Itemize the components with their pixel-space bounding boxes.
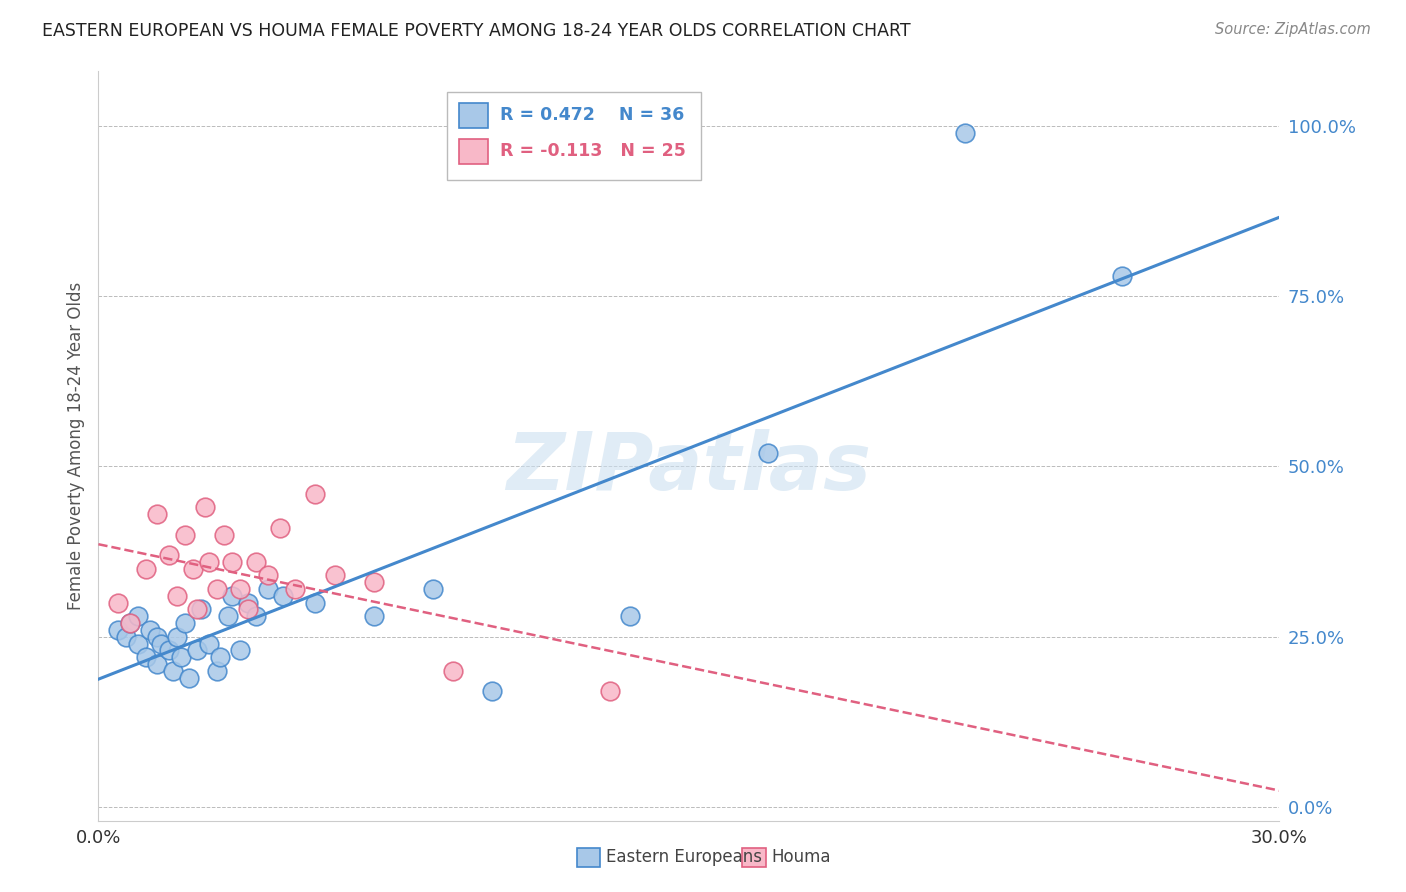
Bar <box>458 103 488 128</box>
Point <box>304 596 326 610</box>
Point <box>135 561 157 575</box>
Point <box>150 636 173 650</box>
Point <box>1111 268 1133 283</box>
Point <box>217 609 239 624</box>
FancyBboxPatch shape <box>447 92 700 180</box>
Y-axis label: Female Poverty Among 18-24 Year Olds: Female Poverty Among 18-24 Year Olds <box>66 282 84 610</box>
Point <box>127 609 149 624</box>
Point <box>194 500 217 515</box>
Point <box>245 609 267 624</box>
Point <box>245 555 267 569</box>
Point <box>236 596 259 610</box>
Text: Source: ZipAtlas.com: Source: ZipAtlas.com <box>1215 22 1371 37</box>
Point <box>205 582 228 596</box>
Point <box>229 582 252 596</box>
Point <box>236 602 259 616</box>
Point <box>323 568 346 582</box>
Point <box>304 486 326 500</box>
Point <box>256 568 278 582</box>
Point <box>221 589 243 603</box>
Point <box>221 555 243 569</box>
Point <box>118 616 141 631</box>
Point <box>756 446 779 460</box>
Point <box>363 575 385 590</box>
Point <box>481 684 503 698</box>
Point <box>107 623 129 637</box>
Text: R = -0.113   N = 25: R = -0.113 N = 25 <box>501 142 686 161</box>
Point <box>197 636 219 650</box>
Point <box>107 596 129 610</box>
Point <box>273 589 295 603</box>
Point <box>256 582 278 596</box>
Bar <box>458 139 488 163</box>
Point <box>146 507 169 521</box>
Point <box>186 602 208 616</box>
Point <box>422 582 444 596</box>
Bar <box>742 847 766 867</box>
Point <box>363 609 385 624</box>
Point <box>229 643 252 657</box>
Point <box>174 616 197 631</box>
Point <box>127 636 149 650</box>
Point <box>135 650 157 665</box>
Point <box>181 561 204 575</box>
Point <box>441 664 464 678</box>
Point <box>166 589 188 603</box>
Point <box>166 630 188 644</box>
Point <box>177 671 200 685</box>
Point <box>157 643 180 657</box>
Text: ZIPatlas: ZIPatlas <box>506 429 872 508</box>
Text: R = 0.472    N = 36: R = 0.472 N = 36 <box>501 106 685 124</box>
Point <box>190 602 212 616</box>
Point <box>599 684 621 698</box>
Point <box>269 521 291 535</box>
Point <box>138 623 160 637</box>
Point <box>619 609 641 624</box>
Point <box>115 630 138 644</box>
Point <box>146 630 169 644</box>
Point <box>170 650 193 665</box>
Point <box>186 643 208 657</box>
Point <box>146 657 169 671</box>
Point <box>284 582 307 596</box>
Point <box>209 650 232 665</box>
Point <box>157 548 180 562</box>
Text: Houma: Houma <box>772 848 831 866</box>
Point <box>205 664 228 678</box>
Point <box>174 527 197 541</box>
Text: EASTERN EUROPEAN VS HOUMA FEMALE POVERTY AMONG 18-24 YEAR OLDS CORRELATION CHART: EASTERN EUROPEAN VS HOUMA FEMALE POVERTY… <box>42 22 911 40</box>
Text: Eastern Europeans: Eastern Europeans <box>606 848 762 866</box>
Point <box>118 616 141 631</box>
Bar <box>576 847 600 867</box>
Point <box>214 527 236 541</box>
Point <box>197 555 219 569</box>
Point <box>162 664 184 678</box>
Point <box>953 126 976 140</box>
